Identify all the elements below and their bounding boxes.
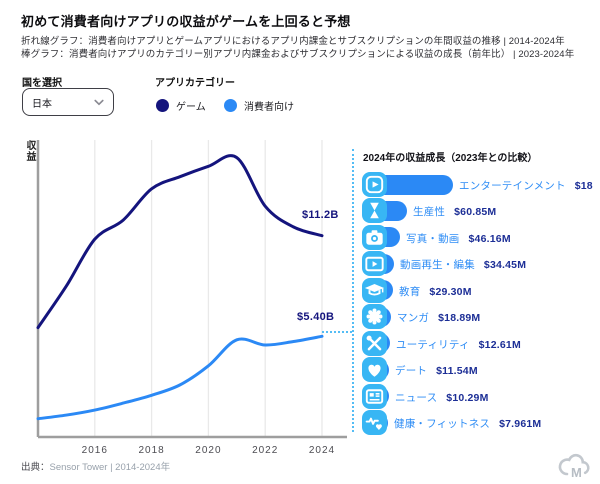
games-series-end-label: $11.2B [302,209,339,221]
country-select[interactable]: 日本 [22,88,114,116]
bar-category-label: 健康・フィットネス [394,418,491,431]
bar-value-label: $34.45M [483,259,527,272]
bar-category-label: ユーティリティ [396,338,470,351]
camera-icon [362,224,387,250]
tools-icon [362,330,387,356]
bar-row: ユーティリティ $12.61M [362,330,600,357]
bar-value-label: $12.61M [478,338,521,351]
page-title: 初めて消費者向けアプリの収益がゲームを上回ると予想 [21,14,351,29]
consumer-legend-dot [224,99,237,112]
newspaper-icon [362,383,387,409]
seal-icon [362,304,387,330]
bar-row: エンターテインメント $18 [362,172,600,198]
bar-category-label: 生産性 [413,206,446,219]
x-tick-label: 2016 [82,445,108,456]
bar-value-label: $11.54M [436,365,478,378]
bar-row: デート $11.54M [362,357,600,383]
bar-category-label: エンターテインメント [459,180,566,192]
bar-row: 生産性 $60.85M [362,198,600,224]
play-icon [362,172,387,197]
source-attribution: 出典：Sensor Tower | 2014-2024年 [21,459,170,473]
bar-value-label: $46.16M [468,232,511,245]
bar-category-label: 写真・動画 [406,232,460,245]
chevron-down-icon [94,93,104,111]
dotted-separator-line [352,149,354,432]
bar-chart-title: 2024年の収益成長（2023年との比較） [363,153,538,164]
bar-category-label: 動画再生・編集 [400,259,475,272]
x-tick-label: 2020 [195,445,221,456]
consumer-legend-label: 消費者向け [244,102,294,113]
bar-row: 教育 $29.30M [362,277,600,304]
bar-value-label: $10.29M [446,391,489,404]
bar-category-label: デート [395,365,428,378]
brand-logo-icon: M [555,450,593,484]
x-tick-label: 2018 [138,445,164,456]
film-edit-icon [362,251,387,277]
consumer-series-line [36,334,324,421]
legend-item-games[interactable]: ゲーム [156,98,206,113]
bar-value-label: $60.85M [454,206,497,219]
bar-category-label: ニュース [395,391,438,404]
hourglass-icon [362,198,387,224]
bar-row: 写真・動画 $46.16M [362,224,600,251]
heart-pulse-icon [362,410,387,436]
bar-category-label: 教育 [399,285,421,298]
games-legend-label: ゲーム [176,102,206,113]
bar-value-label: $7.961M [499,418,542,431]
games-series-line [36,154,324,330]
bar-value-label: $18 [574,180,593,192]
bar-row: 動画再生・編集 $34.45M [362,251,600,277]
bar-value-label: $18.89M [438,312,481,325]
x-tick-label: 2024 [309,445,335,456]
app-category-label: アプリカテゴリー [155,78,235,89]
graduation-cap-icon [362,277,387,303]
bar-row: マンガ $18.89M [362,304,600,330]
consumer-series-end-label: $5.40B [297,311,335,323]
y-axis-label: 収益 [24,140,35,162]
line-chart: 2016 2018 2020 2022 2024 [36,140,347,456]
source-prefix: 出典： [21,462,50,473]
bar-category-label: マンガ [397,312,430,325]
bar-value-label: $29.30M [429,285,472,298]
x-tick-label: 2022 [252,445,278,456]
heart-icon [362,357,387,383]
bar-row: 健康・フィットネス $7.961M [362,410,600,436]
bar-chart: エンターテインメント $18 生産性 $60.85M 写真・動画 $46.16M 動画再生・… [362,172,600,440]
source-text: Sensor Tower | 2014-2024年 [49,462,171,473]
bar-row: ニュース $10.29M [362,383,600,410]
subtitle-line-2: 棒グラフ：消費者向けアプリのカテゴリー別アプリ内課金およびサブスクリプションによ… [21,49,575,60]
country-select-label: 国を選択 [22,78,62,89]
subtitle-line-1: 折れ線グラフ：消費者向けアプリとゲームアプリにおけるアプリ内課金とサブスクリプシ… [21,36,565,47]
svg-text:M: M [571,465,582,480]
country-select-value: 日本 [32,98,52,110]
legend-item-consumer[interactable]: 消費者向け [224,98,294,113]
dotted-connector-line [322,331,352,333]
games-legend-dot [156,99,169,112]
